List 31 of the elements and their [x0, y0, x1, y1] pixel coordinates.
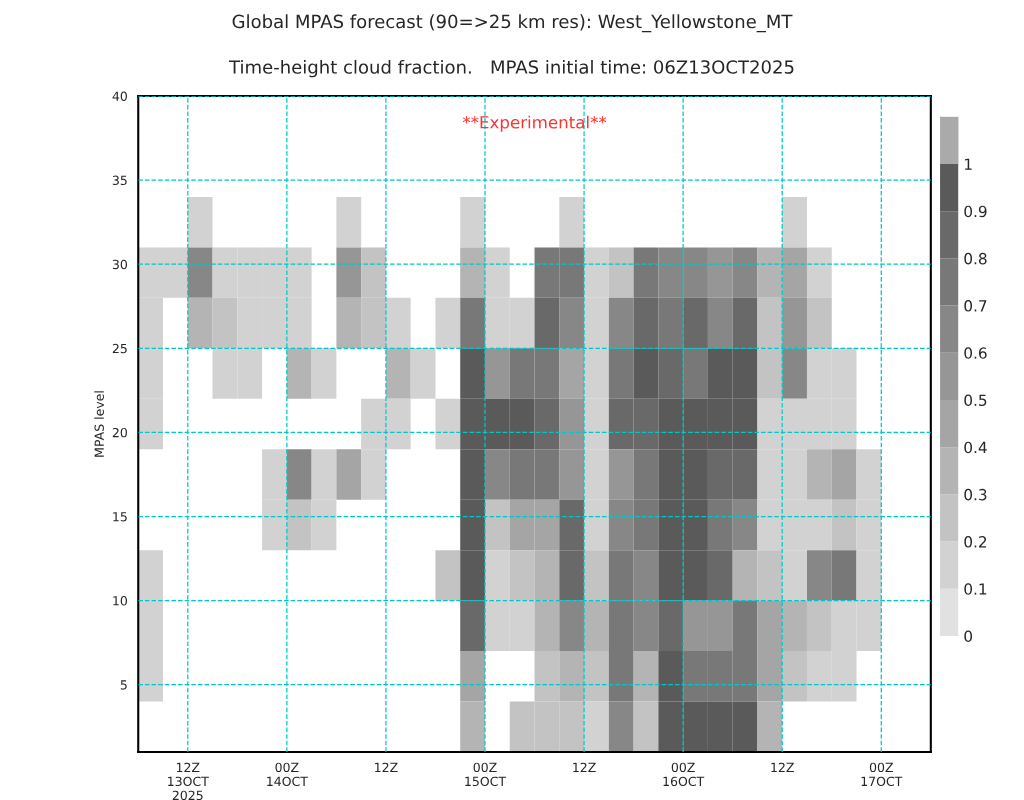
color-bar-label: 1 — [965, 158, 972, 170]
chart-subtitle: Time-height cloud fraction. MPAS initial time: 06Z13OCT2025 — [228, 59, 794, 78]
color-bar-label: 0.5 — [964, 394, 987, 407]
color-bar-label: 0.9 — [964, 205, 987, 218]
color-bar-label: 0.4 — [964, 441, 987, 454]
color-bar-label: 0.8 — [964, 252, 987, 265]
x-tick-label: 12Z — [375, 762, 398, 772]
x-tick-label: 12Z 13OCT 2025 — [168, 762, 209, 800]
color-bar-label: 0.1 — [964, 583, 987, 595]
y-axis-title: MPAS level — [94, 391, 104, 457]
x-tick-label: 00Z 14OCT — [267, 762, 308, 787]
y-tick-label: 40 — [112, 91, 127, 101]
chart-title: Global MPAS forecast (90=>25 km res): West_Yellowstone_MT — [232, 14, 793, 33]
x-tick-label: 00Z 15OCT — [465, 762, 507, 787]
color-bar-label: 0.3 — [964, 488, 987, 501]
x-tick-label: 12Z — [771, 762, 794, 772]
y-tick-label: 10 — [113, 596, 127, 606]
color-bar-label: 0.6 — [964, 347, 987, 359]
x-tick-label: 00Z 17OCT — [861, 762, 903, 787]
y-tick-label: 20 — [112, 427, 127, 438]
annotation: **Experimental** — [462, 115, 607, 132]
color-bar-label: 0.7 — [964, 300, 987, 312]
color-bar-label: 0 — [964, 630, 973, 643]
y-tick-label: 35 — [112, 175, 127, 186]
y-tick-label: 5 — [120, 680, 127, 690]
y-tick-label: 25 — [112, 343, 127, 354]
x-tick-label: 12Z — [573, 762, 596, 772]
y-tick-label: 30 — [112, 259, 127, 270]
x-tick-label: 00Z 16OCT — [663, 762, 705, 787]
color-bar-label: 0.2 — [964, 536, 987, 548]
y-tick-label: 15 — [113, 512, 127, 522]
